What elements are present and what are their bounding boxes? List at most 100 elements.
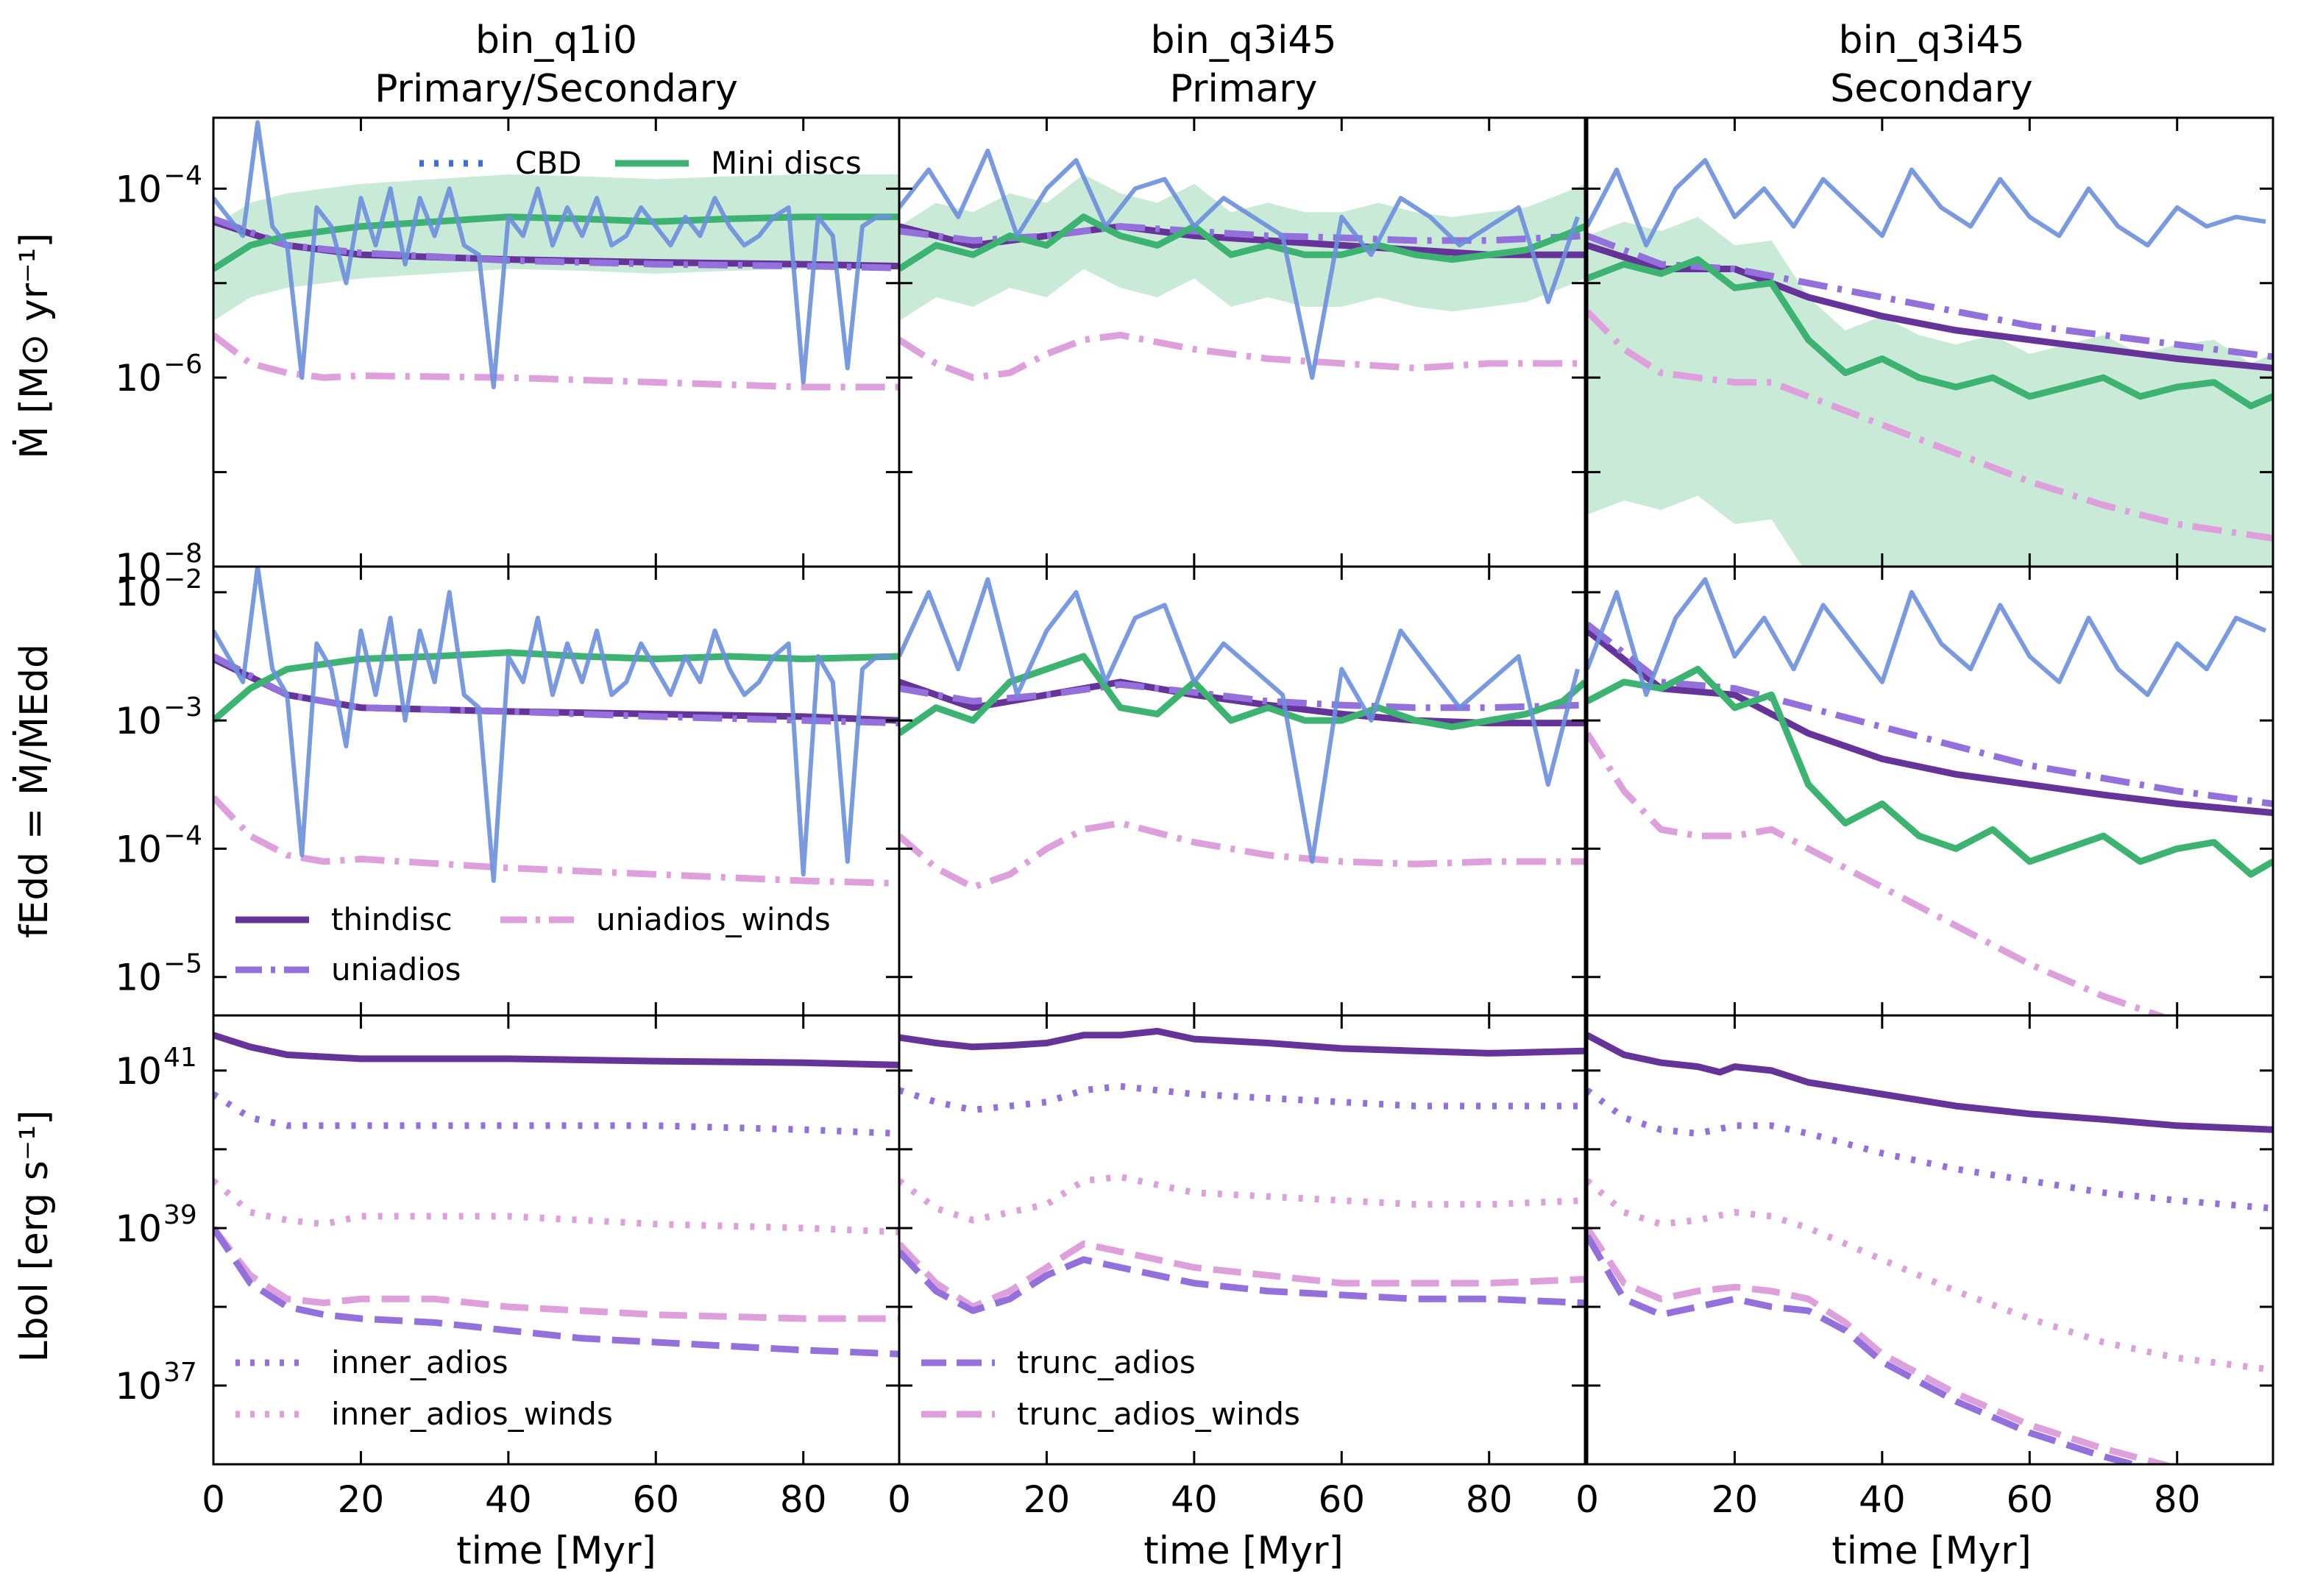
series-thindisc (899, 1027, 1585, 1057)
series-uniadios-winds (213, 795, 899, 887)
series-thindisc (1587, 1032, 2273, 1133)
series-cbd (213, 567, 892, 883)
series-inner-adios-winds (899, 1173, 1585, 1224)
row-ylabels: Ṁ [M⊙ yr⁻¹] fEdd = Ṁ/ṀEdd Lbol [erg s⁻¹] (12, 233, 57, 1362)
panel-r1-c2 (1587, 577, 2273, 1015)
legend-uniadios-winds-label: uniadios_winds (596, 901, 831, 937)
col0-title-line2: Primary/Secondary (375, 67, 738, 111)
series-cbd (899, 577, 1580, 864)
xlabels: time [Myr] time [Myr] time [Myr] (456, 1529, 2032, 1573)
mini-discs-band (899, 174, 1585, 322)
panel-frame (1586, 1014, 2274, 1466)
y-tick-exponent: −3 (163, 692, 202, 723)
series-trunc-adios (899, 1249, 1585, 1314)
series-uniadios-winds (1587, 731, 2169, 1015)
ylabel-fedd: fEdd = Ṁ/ṀEdd (12, 644, 57, 938)
y-tick-exponent: −5 (163, 949, 202, 979)
y-tick-exponent: 41 (163, 1043, 197, 1073)
x-tick-label: 0 (887, 1478, 911, 1521)
panel-r2-c0 (213, 1032, 899, 1358)
y-tick-label: 10 (115, 546, 162, 589)
series-uniadios (1587, 621, 2273, 807)
series-trunc-adios-winds (213, 1226, 899, 1322)
y-tick-exponent: 37 (163, 1358, 197, 1388)
legend-trunc-adios-winds-label: trunc_adios_winds (1017, 1396, 1300, 1432)
panels (213, 120, 2273, 1464)
panel-r0-c0 (213, 120, 899, 391)
x-tick-label: 80 (2154, 1478, 2201, 1521)
x-tick-label: 40 (1859, 1478, 1906, 1521)
series-uniadios (899, 681, 1585, 712)
panel-r1-c1 (899, 577, 1585, 891)
series-inner-adios-winds (1587, 1178, 2273, 1374)
panel-r2-c1 (899, 1027, 1585, 1314)
col2-title-line2: Secondary (1830, 67, 2032, 111)
series-uniadios (1587, 233, 2273, 361)
y-tick-label: 10 (115, 357, 162, 400)
series-cbd (213, 120, 892, 389)
series-trunc-adios-winds (899, 1240, 1585, 1311)
series-mini-discs (899, 653, 1585, 737)
x-tick-label: 20 (1712, 1478, 1759, 1521)
y-tick-label: 10 (115, 828, 162, 870)
series-uniadios-winds (213, 332, 899, 391)
legend-mini-discs-label: Mini discs (711, 145, 862, 181)
series-mini-discs (1587, 665, 2273, 878)
mini-discs-band (1587, 216, 2273, 567)
legend-cbd-label: CBD (515, 145, 581, 181)
panel-frame (898, 1014, 1586, 1466)
panel-frames (212, 116, 2274, 1466)
col1-title-line2: Primary (1170, 67, 1318, 111)
y-tick-exponent: −4 (163, 820, 202, 851)
legend-uniadios-label: uniadios (331, 951, 461, 987)
y-tick-label: 10 (115, 572, 162, 614)
series-cbd (1587, 577, 2267, 698)
series-uniadios-winds (899, 820, 1585, 891)
x-tick-label: 40 (485, 1478, 532, 1521)
series-uniadios-winds (899, 331, 1585, 381)
x-tick-label: 0 (202, 1478, 225, 1521)
x-tick-label: 0 (1575, 1478, 1599, 1521)
y-tick-exponent: −2 (163, 564, 202, 595)
y-tick-exponent: 39 (163, 1200, 197, 1230)
series-inner-adios (213, 1091, 899, 1137)
panel-r2-c2 (1587, 1032, 2273, 1464)
x-tick-label: 40 (1171, 1478, 1218, 1521)
col0-title-line1: bin_q1i0 (475, 18, 637, 63)
x-tick-label: 60 (632, 1478, 679, 1521)
x-tick-label: 80 (1466, 1478, 1513, 1521)
series-trunc-adios (213, 1226, 899, 1358)
ylabel-mdot: Ṁ [M⊙ yr⁻¹] (12, 233, 57, 458)
xlabel-col0: time [Myr] (456, 1529, 656, 1573)
series-trunc-adios-winds (1587, 1226, 2175, 1464)
column-titles: bin_q1i0 Primary/Secondary bin_q3i45 Pri… (375, 18, 2033, 111)
series-cbd (899, 148, 1580, 380)
series-uniadios-winds (1587, 309, 2273, 542)
panel-r1-c0 (213, 567, 899, 887)
xlabel-col1: time [Myr] (1143, 1529, 1344, 1573)
y-tick-exponent: −8 (163, 539, 202, 569)
legend-inner-adios-winds-label: inner_adios_winds (331, 1396, 613, 1432)
x-tick-label: 60 (1318, 1478, 1365, 1521)
x-tick-label: 60 (2006, 1478, 2053, 1521)
ylabel-lbol: Lbol [erg s⁻¹] (13, 1110, 57, 1363)
series-mini-discs (1587, 256, 2273, 410)
y-tick-label: 10 (115, 1050, 162, 1093)
series-cbd (1587, 157, 2266, 248)
y-tick-label: 10 (115, 1365, 162, 1408)
series-thindisc (213, 1032, 899, 1068)
y-tick-exponent: −4 (163, 160, 202, 191)
legend-inner-adios-label: inner_adios (331, 1344, 508, 1380)
y-tick-label: 10 (115, 1207, 162, 1250)
series-inner-adios (1587, 1088, 2273, 1212)
x-tick-label: 80 (780, 1478, 827, 1521)
panel-r0-c2 (1587, 157, 2273, 567)
series-inner-adios-winds (213, 1178, 899, 1235)
col1-title-line1: bin_q3i45 (1150, 18, 1336, 63)
y-tick-exponent: −6 (163, 350, 202, 380)
panel-frame (898, 116, 1586, 568)
legend-thindisc-label: thindisc (331, 901, 453, 937)
x-tick-label: 20 (1024, 1478, 1071, 1521)
y-tick-label: 10 (115, 168, 162, 210)
